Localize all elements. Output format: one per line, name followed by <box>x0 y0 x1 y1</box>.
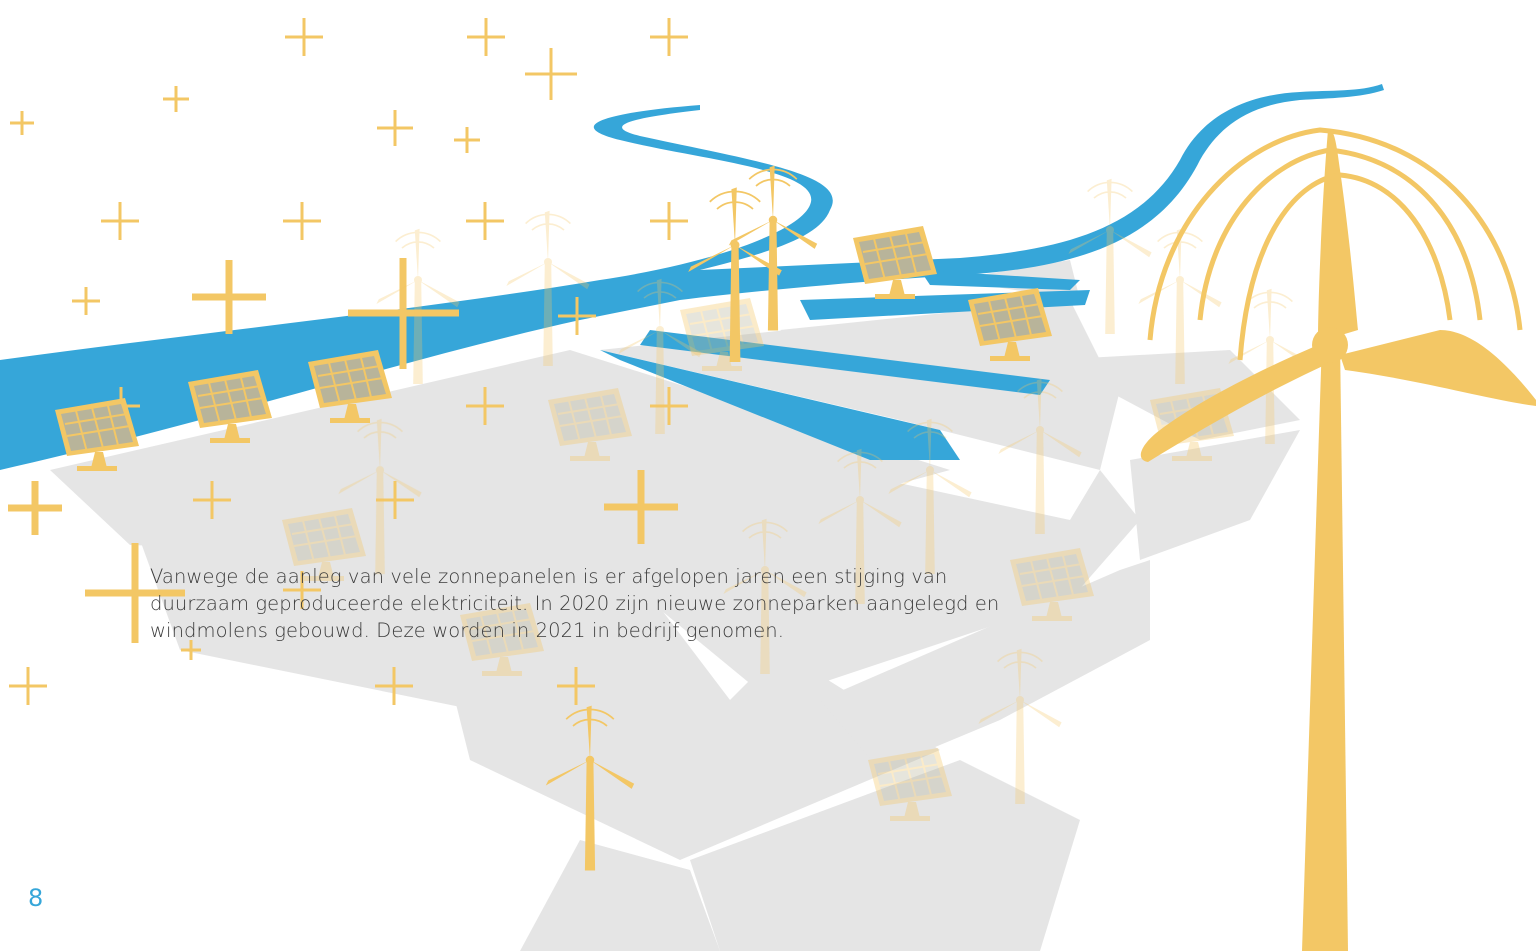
body-text: Vanwege de aanleg van vele zonnepanelen … <box>150 563 1070 644</box>
page-number: 8 <box>28 884 44 912</box>
sparkle-cross-icons <box>8 18 688 705</box>
body-line-3: windmolens gebouwd. Deze worden in 2021 … <box>150 619 785 642</box>
body-line-1: Vanwege de aanleg van vele zonnepanelen … <box>150 565 948 588</box>
body-line-2: duurzaam geproduceerde elektriciteit. In… <box>150 592 1000 615</box>
large-wind-turbine-icon <box>1140 127 1536 951</box>
